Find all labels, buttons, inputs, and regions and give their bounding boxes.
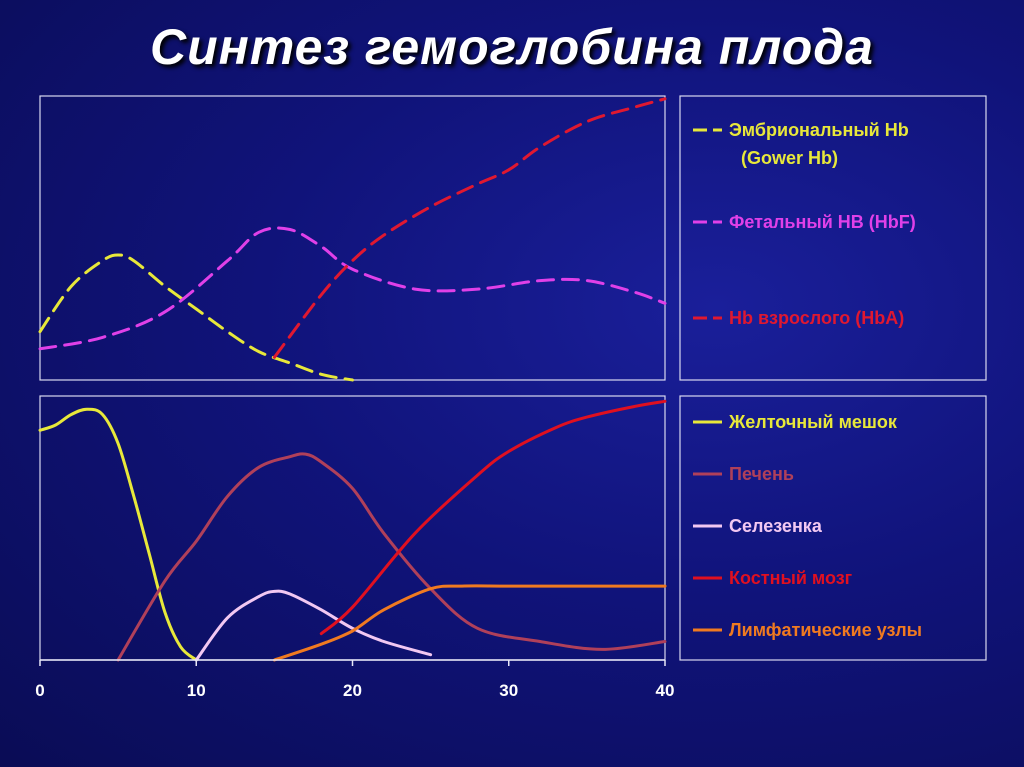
- legend-label-bottom-1: Печень: [729, 464, 794, 484]
- series-line-bottom-3: [319, 399, 667, 636]
- series-line-top-1: [38, 226, 667, 351]
- x-tick-label: 30: [499, 681, 518, 700]
- bottom-plot-area: [38, 395, 667, 662]
- top-legend-frame: [679, 95, 987, 381]
- legend-label-bottom-2: Селезенка: [729, 516, 823, 536]
- bottom-legend: Желточный мешок Печень Селезенка Костный мо…: [679, 395, 987, 661]
- series-line-top-0: [38, 253, 354, 382]
- top-plot-area: [38, 95, 667, 382]
- page-title: Синтез гемоглобина плода: [150, 19, 874, 75]
- bottom-legend-frame: [679, 395, 987, 661]
- legend-label-top-0: Эмбриональный Hb: [729, 120, 909, 140]
- legend-label-top-1: Фетальный HB (HbF): [729, 212, 916, 232]
- x-tick-label: 0: [35, 681, 44, 700]
- series-line-top-2: [272, 97, 667, 359]
- legend-label-top-0: (Gower Hb): [741, 148, 838, 168]
- legend-label-bottom-4: Лимфатические узлы: [729, 620, 922, 640]
- x-tick-label: 20: [343, 681, 362, 700]
- top-plot-frame: [39, 95, 666, 381]
- legend-label-bottom-0: Желточный мешок: [728, 412, 898, 432]
- legend-label-top-2: Hb взрослого (HbA): [729, 308, 904, 328]
- series-line-bottom-2: [194, 589, 433, 662]
- series-line-bottom-0: [38, 407, 198, 662]
- bottom-plot-frame: [39, 395, 666, 661]
- series-line-bottom-1: [116, 452, 667, 662]
- legend-label-bottom-3: Костный мозг: [729, 568, 853, 588]
- x-tick-label: 40: [656, 681, 675, 700]
- series-line-bottom-4: [272, 584, 667, 662]
- top-legend: Эмбриональный Hb (Gower Hb) Фетальный HB (…: [679, 95, 987, 381]
- x-axis: 0 10 20 30 40: [35, 659, 675, 700]
- x-tick-label: 10: [187, 681, 206, 700]
